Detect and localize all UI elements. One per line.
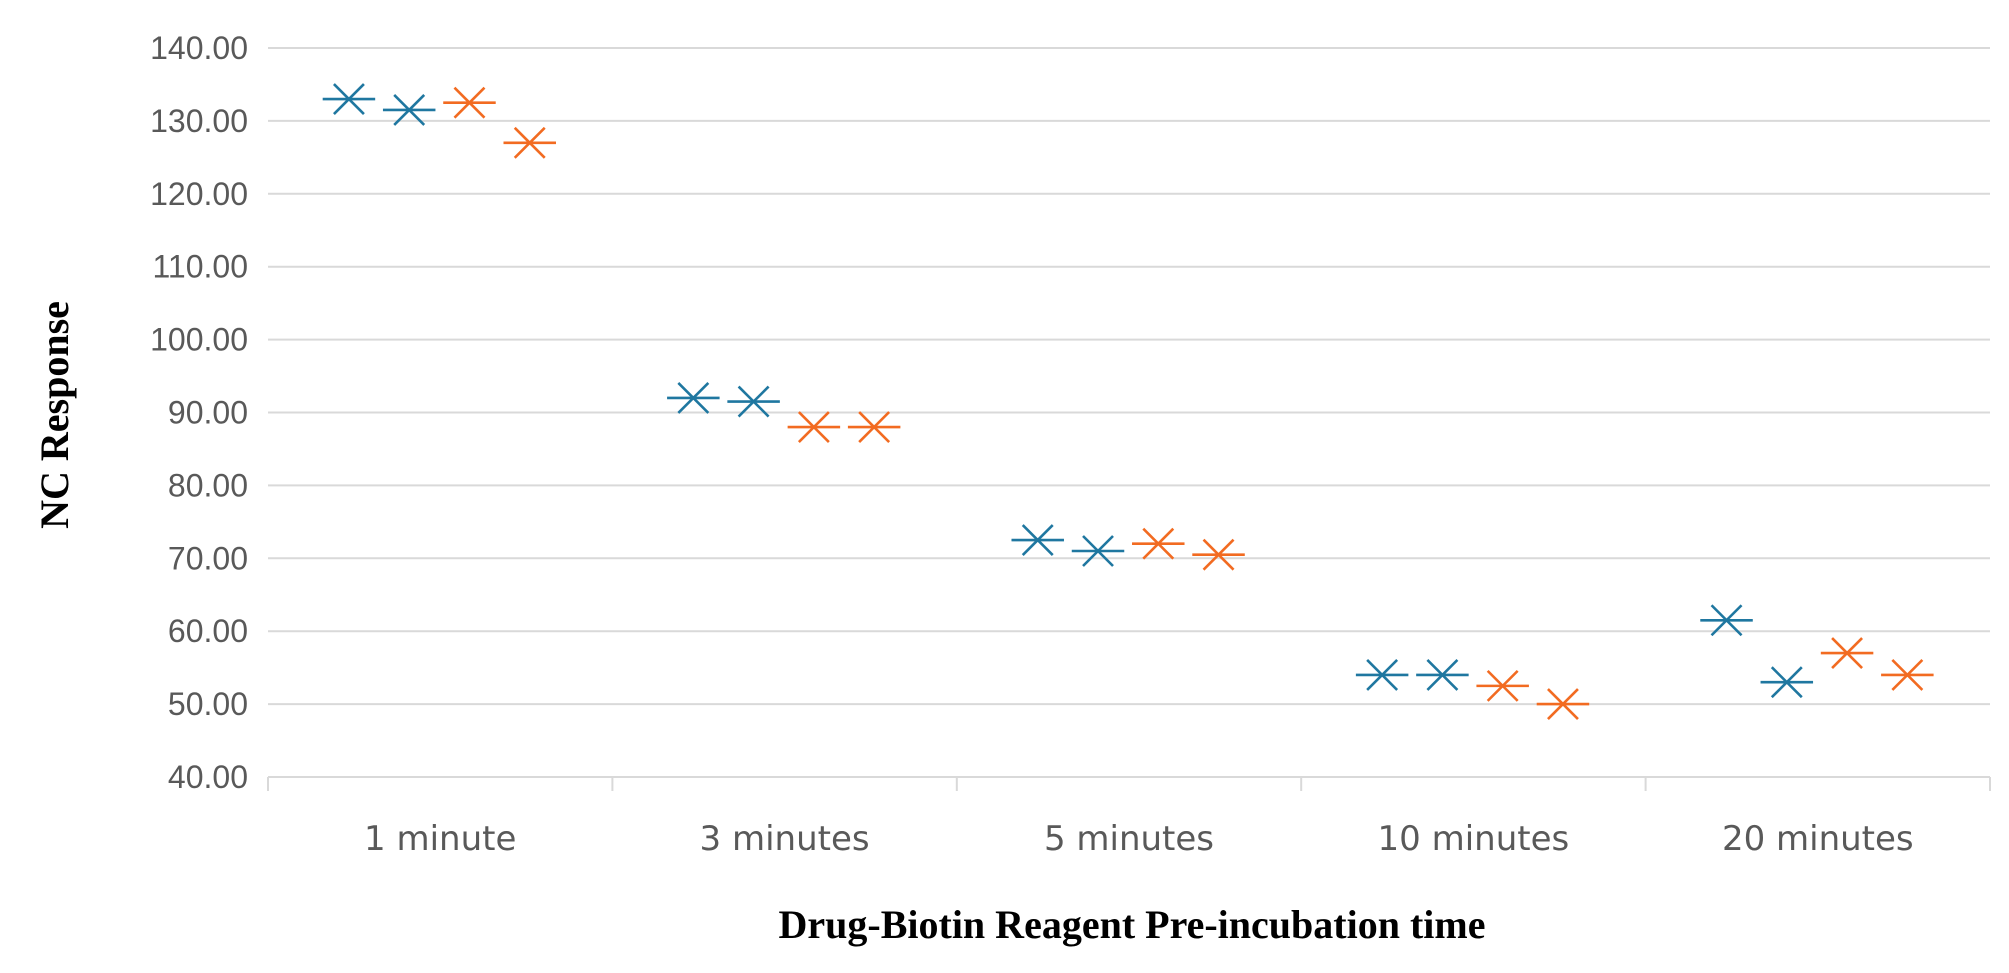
data-point xyxy=(382,94,436,126)
data-point xyxy=(1760,666,1814,699)
y-axis-title: NC Response xyxy=(32,301,77,529)
y-tick-label: 100.00 xyxy=(150,322,248,358)
x-tick-label: 1 minute xyxy=(364,819,516,859)
data-point xyxy=(1011,524,1064,556)
y-tick-label: 90.00 xyxy=(168,395,248,431)
data-point xyxy=(787,411,841,443)
data-point xyxy=(1192,538,1245,571)
y-tick-label: 70.00 xyxy=(168,540,248,576)
y-tick-label: 140.00 xyxy=(150,30,248,66)
data-point xyxy=(322,83,376,115)
y-tick-labels: 40.00 50.00 60.00 70.00 80.00 90.00 100.00 110.… xyxy=(150,30,248,795)
x-axis-title: Drug-Biotin Reagent Pre-incubation time xyxy=(779,902,1486,947)
data-point xyxy=(1881,659,1934,691)
y-tick-label: 130.00 xyxy=(150,103,248,139)
data-point xyxy=(443,86,496,119)
data-point xyxy=(1416,659,1469,691)
x-tick-label: 3 minutes xyxy=(700,819,870,859)
gridlines xyxy=(268,47,1990,706)
data-point xyxy=(1700,604,1753,637)
data-point xyxy=(1820,637,1874,669)
y-tick-label: 40.00 xyxy=(168,759,248,795)
data-point xyxy=(1071,535,1125,567)
x-tick-labels: 1 minute 3 minutes 5 minutes 10 minutes 20 m… xyxy=(364,819,1914,859)
data-point xyxy=(1476,669,1529,702)
x-tick-label: 10 minutes xyxy=(1378,819,1570,859)
data-point xyxy=(727,385,780,418)
data-points xyxy=(322,83,1934,721)
y-tick-label: 60.00 xyxy=(168,613,248,649)
y-tick-label: 120.00 xyxy=(150,176,248,212)
data-point xyxy=(1355,659,1409,691)
x-tick-label: 20 minutes xyxy=(1722,819,1914,859)
data-point xyxy=(667,382,720,414)
x-tick-label: 5 minutes xyxy=(1044,819,1214,859)
data-point xyxy=(847,411,901,443)
y-tick-label: 80.00 xyxy=(168,467,248,503)
axes xyxy=(267,776,1991,791)
data-point xyxy=(503,126,556,159)
y-tick-label: 110.00 xyxy=(153,249,249,285)
y-tick-label: 50.00 xyxy=(168,686,248,722)
data-point xyxy=(1132,527,1185,560)
data-point xyxy=(1536,688,1590,721)
